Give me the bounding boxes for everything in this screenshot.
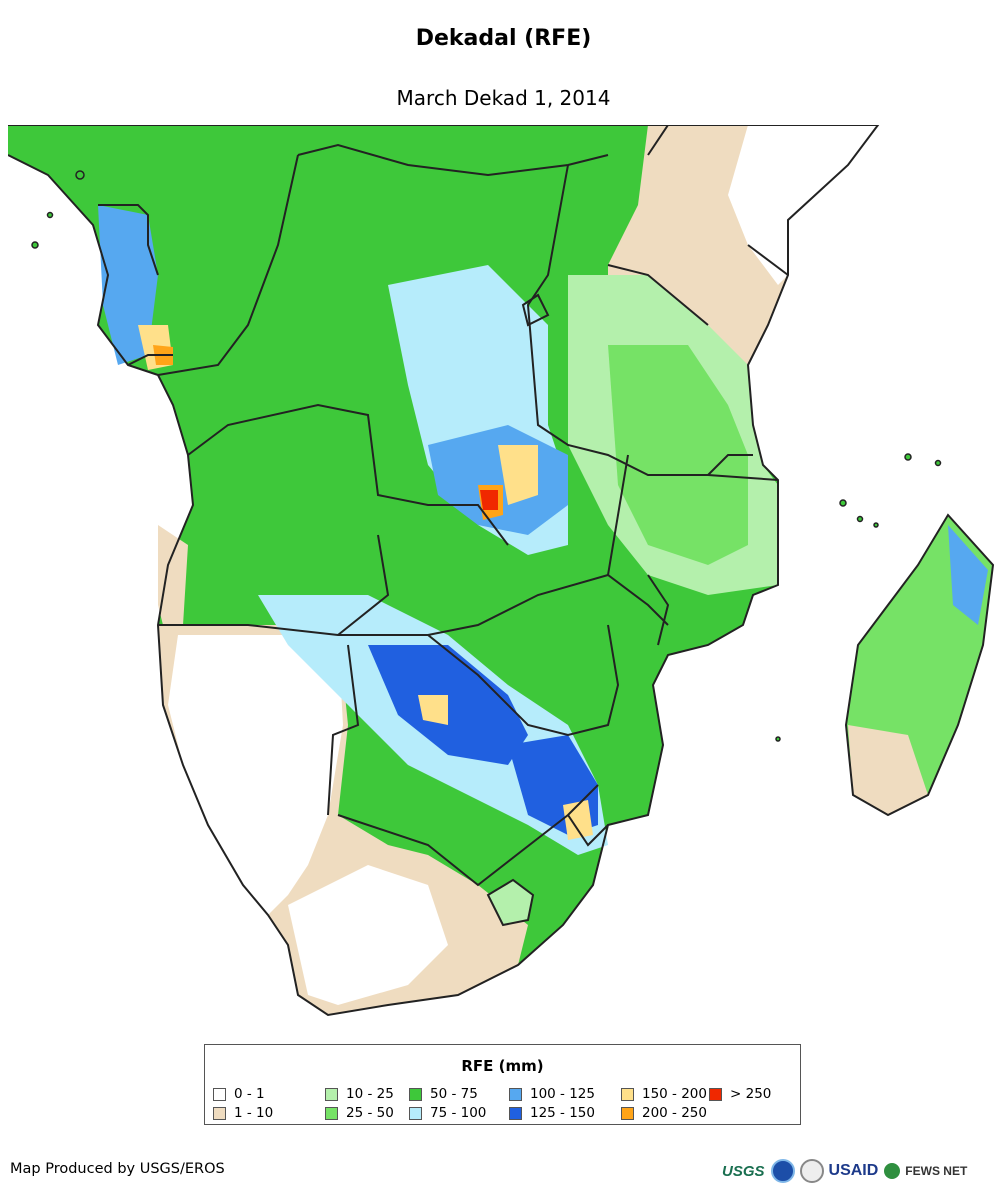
legend-item: 25 - 50 — [325, 1104, 394, 1122]
fews-net-globe-icon — [884, 1163, 901, 1179]
west-coast-dry — [158, 525, 188, 645]
legend-label: 10 - 25 — [346, 1086, 394, 1102]
legend-label: 0 - 1 — [234, 1086, 265, 1102]
legend-grid: 0 - 1 1 - 10 10 - 25 25 - 50 50 - 75 75 - 100… — [213, 1085, 793, 1121]
state-seal-logo[interactable] — [799, 1159, 824, 1183]
usaid-logo[interactable]: USAID — [828, 1162, 879, 1179]
legend-label: 75 - 100 — [430, 1105, 487, 1121]
yellow-patch-2 — [418, 695, 448, 725]
noaa-logo[interactable] — [770, 1159, 795, 1183]
legend-item: 50 - 75 — [409, 1085, 478, 1103]
legend-item: > 250 — [709, 1085, 771, 1103]
red-patch-1 — [480, 490, 498, 510]
usgs-logo[interactable]: USGS — [722, 1162, 765, 1180]
legend-item: 0 - 1 — [213, 1085, 265, 1103]
legend-swatch — [621, 1087, 634, 1101]
map-title: Dekadal (RFE) — [415, 26, 592, 51]
madagascar-dry-south — [848, 725, 928, 815]
namibia-white-zone — [168, 635, 343, 915]
country-borders — [8, 125, 995, 1017]
legend-swatch — [409, 1106, 422, 1120]
legend-item: 125 - 150 — [509, 1104, 595, 1122]
lesotho — [486, 878, 535, 927]
legend-swatch — [709, 1087, 722, 1101]
legend-label: 150 - 200 — [642, 1086, 707, 1102]
legend-swatch — [213, 1087, 226, 1101]
partner-logos: USGS USAID FEWS NET — [722, 1156, 1002, 1186]
legend-item: 75 - 100 — [409, 1104, 486, 1122]
legend-swatch — [509, 1087, 522, 1101]
south-white-zone — [288, 865, 448, 1005]
yellow-patch-1 — [498, 445, 538, 505]
map-legend: RFE (mm) 0 - 1 1 - 10 10 - 25 25 - 50 50 - 7… — [204, 1044, 801, 1125]
legend-label: 25 - 50 — [346, 1105, 394, 1121]
legend-label: 125 - 150 — [530, 1105, 595, 1121]
rainfall-map — [8, 125, 995, 1017]
madagascar-wet-east — [948, 525, 988, 625]
legend-label: 1 - 10 — [234, 1105, 274, 1121]
legend-swatch — [621, 1106, 634, 1120]
legend-swatch — [325, 1106, 338, 1120]
islands — [31, 170, 942, 742]
legend-title: RFE (mm) — [461, 1057, 544, 1075]
legend-item: 100 - 125 — [509, 1085, 595, 1103]
legend-swatch — [409, 1087, 422, 1101]
legend-item: 200 - 250 — [621, 1104, 707, 1122]
legend-item: 150 - 200 — [621, 1085, 707, 1103]
legend-swatch — [325, 1087, 338, 1101]
map-subtitle: March Dekad 1, 2014 — [396, 86, 611, 110]
east-green-patch — [608, 345, 748, 565]
map-credit: Map Produced by USGS/EROS — [10, 1161, 225, 1177]
yellow-patch-3 — [563, 800, 593, 840]
legend-label: 100 - 125 — [530, 1086, 595, 1102]
legend-swatch — [509, 1106, 522, 1120]
legend-swatch — [213, 1106, 226, 1120]
legend-label: 200 - 250 — [642, 1105, 707, 1121]
legend-label: 50 - 75 — [430, 1086, 478, 1102]
legend-label: > 250 — [730, 1086, 772, 1102]
legend-item: 1 - 10 — [213, 1104, 273, 1122]
fews-net-logo[interactable]: FEWS NET — [905, 1164, 968, 1178]
legend-item: 10 - 25 — [325, 1085, 394, 1103]
